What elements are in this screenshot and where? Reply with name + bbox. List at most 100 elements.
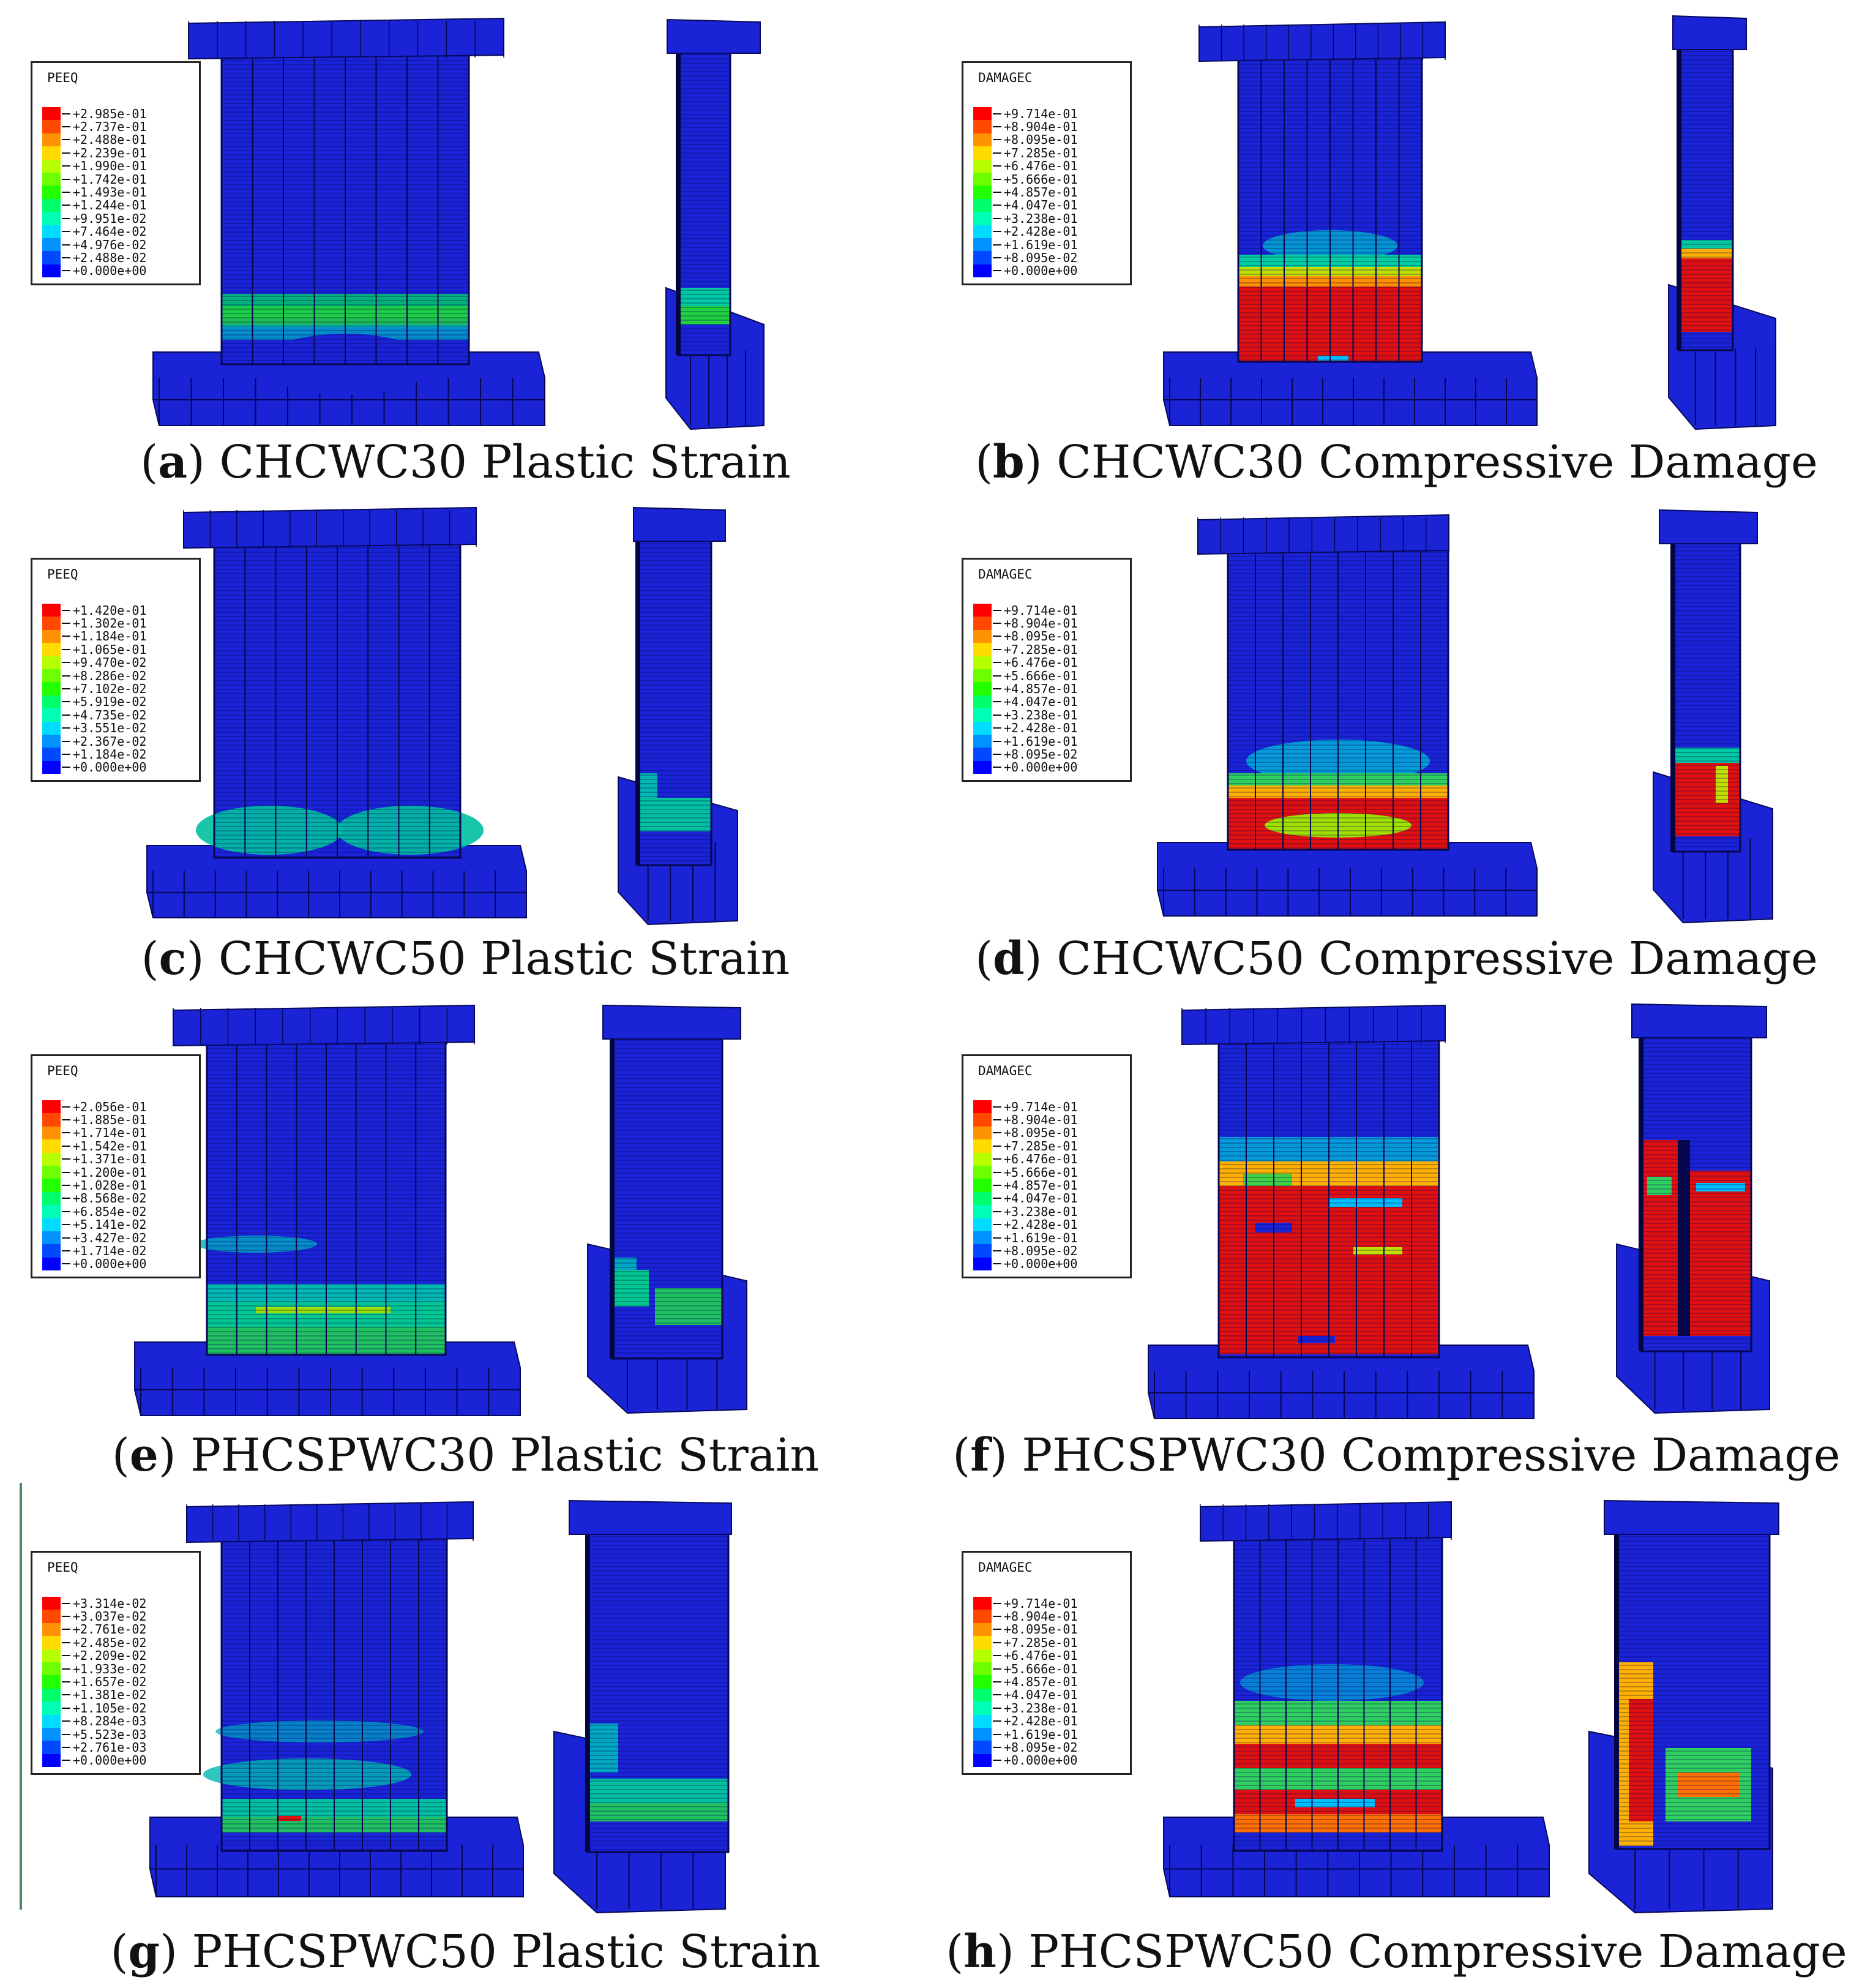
caption-text: PHCSPWC50 Plastic Strain: [192, 1926, 821, 1978]
legend-row: +7.285e-01: [973, 1635, 1121, 1650]
legend-tick: [62, 1760, 70, 1761]
legend-value: +6.476e-01: [1004, 1648, 1078, 1664]
legend-row: +7.285e-01: [973, 642, 1121, 657]
legend-row: +8.904e-01: [973, 616, 1121, 631]
legend-value: +1.302e-01: [73, 616, 147, 631]
legend-tick: [993, 1616, 1001, 1618]
legend-swatch: [973, 1113, 992, 1127]
legend-row: +0.000e+00: [973, 1256, 1121, 1271]
legend-value: +9.714e-01: [1004, 106, 1078, 121]
legend-swatch: [42, 1139, 61, 1153]
legend-swatch: [973, 186, 992, 199]
legend-value: +1.619e-01: [1004, 237, 1078, 252]
legend-value: +9.714e-01: [1004, 1099, 1078, 1114]
legend-value: +8.095e-02: [1004, 747, 1078, 762]
legend-value: +1.065e-01: [73, 642, 147, 657]
legend-value: +1.028e-01: [73, 1178, 147, 1193]
legend-tick: [62, 1132, 70, 1134]
legend-value: +4.857e-01: [1004, 185, 1078, 200]
legend-swatch: [973, 1727, 992, 1741]
legend-value: +2.209e-02: [73, 1648, 147, 1664]
legend-row: +9.714e-01: [973, 1596, 1121, 1611]
legend-swatch: [42, 1662, 61, 1676]
legend-value: +8.568e-02: [73, 1191, 147, 1206]
panel-d: DAMAGEC +9.714e-01 +8.904e-01 +8.095e-01 +7.…: [931, 497, 1862, 993]
legend-swatch: [42, 629, 61, 643]
legend-tick: [993, 1629, 1001, 1630]
legend-tick: [62, 1210, 70, 1212]
legend-value: +7.285e-01: [1004, 1635, 1078, 1650]
legend-row: +7.285e-01: [973, 1139, 1121, 1153]
legend-swatch: [973, 1218, 992, 1231]
legend-swatch: [973, 1165, 992, 1179]
side-loading-beam: [602, 1004, 741, 1040]
loading-beam: [183, 506, 477, 549]
legend-swatch: [42, 1231, 61, 1245]
legend-tick: [993, 1263, 1001, 1265]
legend-value: +1.657e-02: [73, 1675, 147, 1690]
legend-value: +8.095e-01: [1004, 1622, 1078, 1637]
legend-row: +2.428e-01: [973, 721, 1121, 735]
legend-swatch: [973, 1688, 992, 1702]
side-bracket-line: [20, 1483, 22, 1910]
legend-tick: [62, 1616, 70, 1618]
legend-row: +2.985e-01: [42, 106, 190, 121]
legend-value: +5.523e-03: [73, 1727, 147, 1742]
legend-tick: [62, 113, 70, 114]
legend-swatch: [42, 1610, 61, 1623]
legend-row: +7.102e-02: [42, 681, 190, 696]
legend-tick: [993, 178, 1001, 180]
legend-swatch: [973, 107, 992, 121]
legend-title: PEEQ: [47, 70, 78, 85]
caption-text: CHCWC30 Plastic Strain: [219, 436, 791, 489]
legend-swatch: [42, 760, 61, 775]
legend-row: +6.476e-01: [973, 1152, 1121, 1166]
legend-row: +1.619e-01: [973, 1231, 1121, 1245]
legend-row: +0.000e+00: [973, 263, 1121, 278]
fe-model-render: [1163, 15, 1776, 430]
legend-tick: [62, 270, 70, 272]
legend-value: +1.184e-02: [73, 747, 147, 762]
legend-swatch: [973, 748, 992, 761]
legend-tick: [993, 714, 1001, 716]
legend-value: +5.666e-01: [1004, 171, 1078, 187]
legend-tick: [62, 609, 70, 611]
legend-row: +1.619e-01: [973, 237, 1121, 252]
legend-row: +1.933e-02: [42, 1662, 190, 1676]
legend-swatch: [973, 1649, 992, 1662]
legend-tick: [993, 1668, 1001, 1670]
legend-value: +0.000e+00: [73, 1256, 147, 1272]
legend-value: +1.742e-01: [73, 171, 147, 187]
legend-swatch: [973, 120, 992, 133]
legend-tick: [62, 662, 70, 664]
panel-b: DAMAGEC +9.714e-01 +8.904e-01 +8.095e-01 +7.…: [931, 0, 1862, 497]
legend-tick: [993, 1250, 1001, 1251]
legend-row: +5.666e-01: [973, 1662, 1121, 1676]
legend-swatch: [42, 159, 61, 173]
loading-beam: [1198, 21, 1446, 62]
legend-tick: [62, 623, 70, 625]
legend-row: +9.470e-02: [42, 655, 190, 670]
legend-value: +2.985e-01: [73, 106, 147, 121]
legend-tick: [993, 126, 1001, 128]
legend-value: +1.714e-02: [73, 1243, 147, 1258]
legend-row: +6.854e-02: [42, 1204, 190, 1219]
legend-tick: [993, 648, 1001, 650]
legend-row: +1.200e-01: [42, 1165, 190, 1180]
legend-row: +3.238e-01: [973, 1204, 1121, 1219]
legend-swatch: [42, 1152, 61, 1166]
legend-swatch: [973, 643, 992, 656]
legend-title: PEEQ: [47, 1063, 78, 1078]
panel-caption: (c) CHCWC50 Plastic Strain: [141, 932, 790, 985]
legend-tick: [62, 1106, 70, 1108]
legend-swatch: [973, 721, 992, 735]
legend-value: +5.666e-01: [1004, 1165, 1078, 1180]
legend-value: +0.000e+00: [1004, 1753, 1078, 1768]
legend-swatch: [973, 1675, 992, 1689]
legend-swatch: [42, 656, 61, 669]
legend-tick: [62, 1707, 70, 1709]
legend-value: +3.238e-01: [1004, 1204, 1078, 1219]
legend-swatch: [973, 708, 992, 722]
legend-swatch: [42, 133, 61, 147]
legend-tick: [62, 257, 70, 258]
